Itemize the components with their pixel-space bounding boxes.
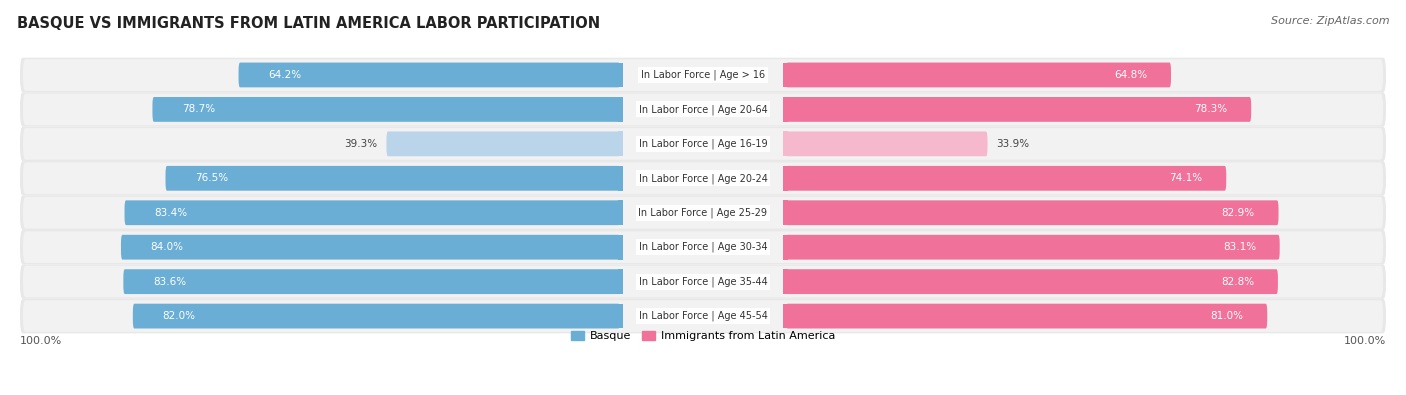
FancyBboxPatch shape [783,200,787,225]
FancyBboxPatch shape [22,231,1384,263]
FancyBboxPatch shape [125,200,620,225]
FancyBboxPatch shape [239,62,620,87]
Text: In Labor Force | Age 20-24: In Labor Force | Age 20-24 [638,173,768,184]
FancyBboxPatch shape [783,62,787,87]
FancyBboxPatch shape [152,97,620,122]
FancyBboxPatch shape [619,97,623,122]
FancyBboxPatch shape [22,162,1384,194]
FancyBboxPatch shape [20,92,1386,127]
Text: 64.2%: 64.2% [269,70,301,80]
FancyBboxPatch shape [783,235,787,260]
FancyBboxPatch shape [20,196,1386,230]
FancyBboxPatch shape [786,97,1251,122]
FancyBboxPatch shape [20,58,1386,92]
Text: 82.0%: 82.0% [163,311,195,321]
FancyBboxPatch shape [20,264,1386,299]
FancyBboxPatch shape [22,300,1384,332]
FancyBboxPatch shape [619,269,623,294]
FancyBboxPatch shape [22,59,1384,91]
FancyBboxPatch shape [783,269,787,294]
Text: 83.6%: 83.6% [153,276,186,287]
FancyBboxPatch shape [166,166,620,191]
FancyBboxPatch shape [619,200,623,225]
Text: 74.1%: 74.1% [1170,173,1202,183]
FancyBboxPatch shape [124,269,620,294]
FancyBboxPatch shape [22,197,1384,229]
FancyBboxPatch shape [20,161,1386,196]
Text: BASQUE VS IMMIGRANTS FROM LATIN AMERICA LABOR PARTICIPATION: BASQUE VS IMMIGRANTS FROM LATIN AMERICA … [17,16,600,31]
FancyBboxPatch shape [786,166,1226,191]
FancyBboxPatch shape [619,62,623,87]
FancyBboxPatch shape [387,132,620,156]
FancyBboxPatch shape [783,132,787,156]
FancyBboxPatch shape [22,94,1384,125]
Text: In Labor Force | Age 45-54: In Labor Force | Age 45-54 [638,311,768,322]
Text: 76.5%: 76.5% [195,173,228,183]
FancyBboxPatch shape [783,97,787,122]
Text: In Labor Force | Age > 16: In Labor Force | Age > 16 [641,70,765,80]
FancyBboxPatch shape [22,128,1384,160]
FancyBboxPatch shape [619,304,623,329]
FancyBboxPatch shape [619,132,623,156]
Text: In Labor Force | Age 25-29: In Labor Force | Age 25-29 [638,207,768,218]
Text: 81.0%: 81.0% [1211,311,1243,321]
Text: 100.0%: 100.0% [20,336,62,346]
Text: Source: ZipAtlas.com: Source: ZipAtlas.com [1271,16,1389,26]
FancyBboxPatch shape [786,304,1267,329]
FancyBboxPatch shape [783,166,787,191]
FancyBboxPatch shape [786,235,1279,260]
FancyBboxPatch shape [619,235,623,260]
FancyBboxPatch shape [20,299,1386,333]
Text: 83.4%: 83.4% [155,208,187,218]
Text: In Labor Force | Age 30-34: In Labor Force | Age 30-34 [638,242,768,252]
FancyBboxPatch shape [20,127,1386,161]
Text: 39.3%: 39.3% [344,139,378,149]
FancyBboxPatch shape [786,132,987,156]
Text: 83.1%: 83.1% [1223,242,1256,252]
FancyBboxPatch shape [121,235,620,260]
FancyBboxPatch shape [20,230,1386,264]
Text: In Labor Force | Age 16-19: In Labor Force | Age 16-19 [638,139,768,149]
Text: In Labor Force | Age 35-44: In Labor Force | Age 35-44 [638,276,768,287]
Text: 100.0%: 100.0% [1344,336,1386,346]
FancyBboxPatch shape [22,266,1384,297]
Text: In Labor Force | Age 20-64: In Labor Force | Age 20-64 [638,104,768,115]
Text: 33.9%: 33.9% [997,139,1029,149]
FancyBboxPatch shape [786,62,1171,87]
Text: 82.8%: 82.8% [1220,276,1254,287]
Legend: Basque, Immigrants from Latin America: Basque, Immigrants from Latin America [571,331,835,341]
FancyBboxPatch shape [783,304,787,329]
FancyBboxPatch shape [786,200,1278,225]
FancyBboxPatch shape [132,304,620,329]
Text: 64.8%: 64.8% [1114,70,1147,80]
Text: 78.3%: 78.3% [1194,104,1227,115]
Text: 84.0%: 84.0% [150,242,184,252]
FancyBboxPatch shape [786,269,1278,294]
FancyBboxPatch shape [619,166,623,191]
Text: 82.9%: 82.9% [1222,208,1254,218]
Text: 78.7%: 78.7% [183,104,215,115]
